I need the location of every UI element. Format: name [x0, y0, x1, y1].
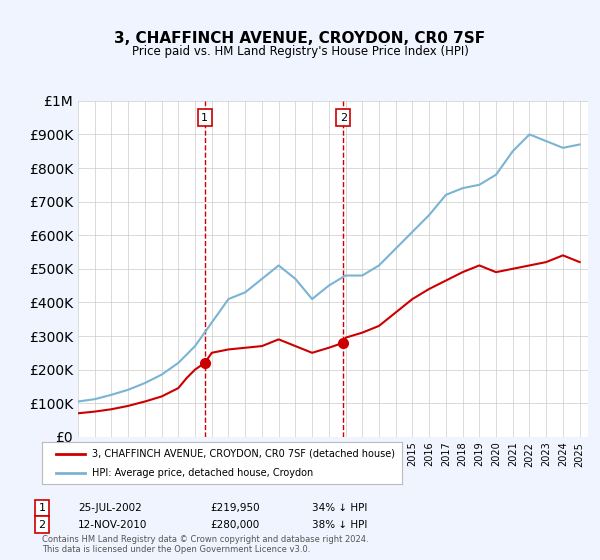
Text: 1: 1	[38, 503, 46, 513]
Text: £280,000: £280,000	[210, 520, 259, 530]
Text: 2: 2	[38, 520, 46, 530]
Text: Price paid vs. HM Land Registry's House Price Index (HPI): Price paid vs. HM Land Registry's House …	[131, 45, 469, 58]
Text: Contains HM Land Registry data © Crown copyright and database right 2024.
This d: Contains HM Land Registry data © Crown c…	[42, 535, 368, 554]
Text: 2: 2	[340, 113, 347, 123]
Text: HPI: Average price, detached house, Croydon: HPI: Average price, detached house, Croy…	[92, 468, 314, 478]
Text: 3, CHAFFINCH AVENUE, CROYDON, CR0 7SF (detached house): 3, CHAFFINCH AVENUE, CROYDON, CR0 7SF (d…	[92, 449, 395, 459]
Text: £219,950: £219,950	[210, 503, 260, 513]
Text: 34% ↓ HPI: 34% ↓ HPI	[312, 503, 367, 513]
Text: 38% ↓ HPI: 38% ↓ HPI	[312, 520, 367, 530]
Text: 12-NOV-2010: 12-NOV-2010	[78, 520, 148, 530]
Text: 1: 1	[201, 113, 208, 123]
Text: 25-JUL-2002: 25-JUL-2002	[78, 503, 142, 513]
Text: 3, CHAFFINCH AVENUE, CROYDON, CR0 7SF: 3, CHAFFINCH AVENUE, CROYDON, CR0 7SF	[115, 31, 485, 46]
